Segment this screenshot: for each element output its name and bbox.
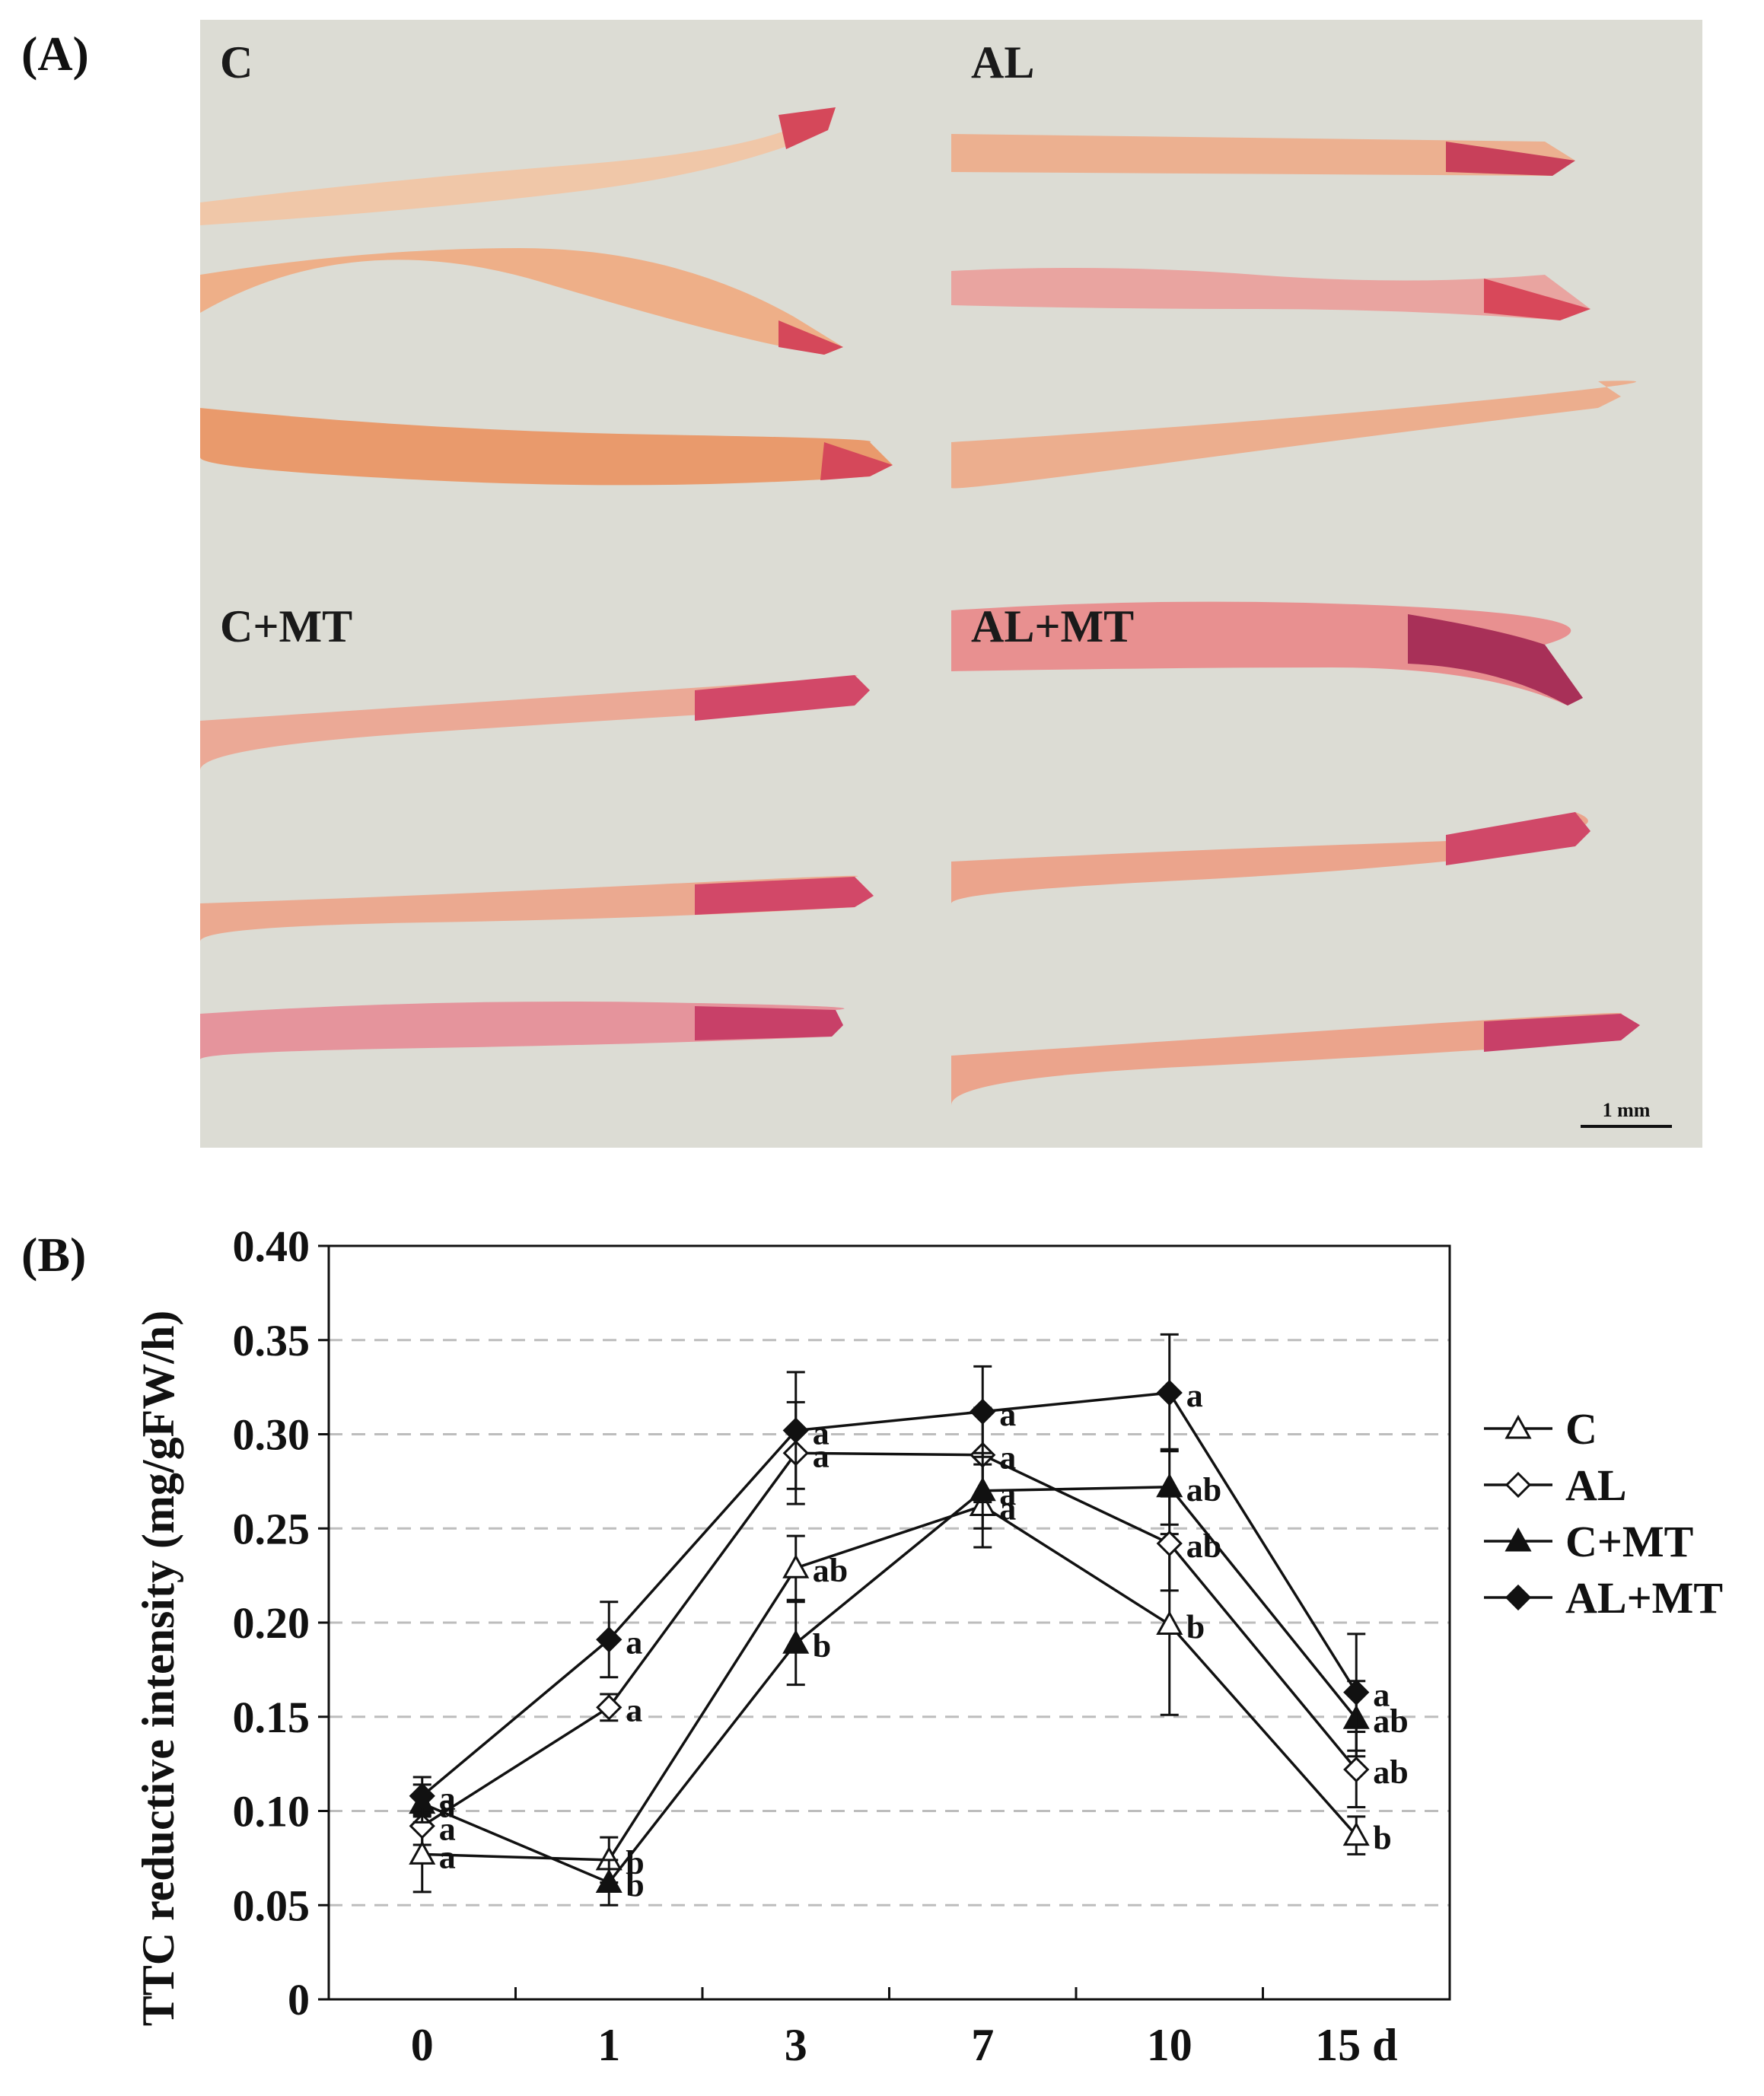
significance-label: ab xyxy=(1373,1754,1408,1791)
y-tick-label: 0.10 xyxy=(233,1787,310,1836)
significance-label: a xyxy=(439,1780,456,1817)
data-point xyxy=(1156,1610,1183,1635)
y-tick-label: 0.05 xyxy=(233,1881,310,1930)
legend-entry: AL+MT xyxy=(1480,1569,1723,1626)
data-point xyxy=(782,1554,810,1578)
photo-label: C xyxy=(220,37,253,88)
series-line xyxy=(422,1486,1358,1884)
data-point xyxy=(1343,1679,1370,1706)
legend-marker xyxy=(1504,1471,1532,1499)
root-illustration xyxy=(951,601,1640,1105)
root-illustration xyxy=(951,134,1636,489)
legend-entry: AL xyxy=(1480,1457,1723,1513)
significance-label: a xyxy=(439,1838,456,1875)
significance-label: a xyxy=(439,1810,456,1847)
legend-entry: C xyxy=(1480,1400,1723,1457)
y-tick-label: 0 xyxy=(288,1975,310,2024)
data-point xyxy=(596,1626,622,1653)
series-line xyxy=(421,1451,1358,1827)
y-tick-label: 0.25 xyxy=(233,1504,310,1553)
significance-label: a xyxy=(626,1691,642,1728)
data-point xyxy=(1156,1473,1183,1498)
legend-swatch xyxy=(1484,1584,1552,1611)
x-tick-label: 7 xyxy=(971,2020,994,2070)
significance-label: ab xyxy=(1373,1703,1408,1740)
legend-swatch xyxy=(1484,1471,1552,1499)
root-illustration xyxy=(200,675,874,1059)
x-tick-label: 10 xyxy=(1147,2020,1192,2070)
data-point xyxy=(409,1782,435,1809)
x-tick-label: 3 xyxy=(785,2020,807,2070)
scale-bar-line xyxy=(1581,1125,1672,1128)
scale-bar-label: 1 mm xyxy=(1602,1099,1651,1121)
root-illustration xyxy=(200,107,893,486)
y-tick-label: 0.20 xyxy=(233,1598,310,1648)
legend-label: C xyxy=(1565,1403,1597,1454)
photo-label: C+MT xyxy=(220,601,353,651)
legend-swatch xyxy=(1484,1414,1552,1439)
data-point xyxy=(1156,1379,1183,1406)
significance-label: ab xyxy=(1186,1471,1221,1508)
legend-label: AL+MT xyxy=(1565,1572,1724,1623)
significance-label: a xyxy=(813,1437,829,1474)
photo-panel-al: AL xyxy=(951,20,1702,584)
y-tick-label: 0.40 xyxy=(233,1222,310,1271)
significance-label: a xyxy=(999,1396,1016,1433)
y-tick-label: 0.35 xyxy=(233,1316,310,1365)
x-tick-label: 1 xyxy=(597,2020,620,2070)
chart-legend: C AL C+MT AL+MT xyxy=(1480,1400,1723,1626)
y-axis-label: TTC reductive intensity (mg/gFW/h) xyxy=(133,1311,183,2027)
photo-label: AL xyxy=(971,37,1035,88)
y-tick-label: 0.15 xyxy=(233,1693,310,1742)
y-tick-label: 0.30 xyxy=(233,1410,310,1460)
panel-b-label: (B) xyxy=(21,1228,87,1282)
photo-panel-cmt: C+MT xyxy=(200,584,951,1148)
significance-label: a xyxy=(999,1475,1016,1512)
x-tick-label: 0 xyxy=(411,2020,434,2070)
series-line xyxy=(421,1391,1358,1798)
photo-panel-c: C xyxy=(200,20,951,584)
data-point xyxy=(782,1629,810,1654)
data-point xyxy=(1156,1530,1183,1557)
legend-label: C+MT xyxy=(1565,1516,1694,1566)
significance-label: b xyxy=(813,1627,831,1664)
significance-label: a xyxy=(813,1415,829,1452)
significance-label: a xyxy=(1186,1377,1203,1414)
significance-label: b xyxy=(626,1867,644,1904)
photo-label: AL+MT xyxy=(971,601,1135,651)
legend-entry: C+MT xyxy=(1480,1513,1723,1569)
data-point xyxy=(1343,1756,1370,1783)
significance-label: a xyxy=(999,1490,1016,1527)
data-point xyxy=(596,1694,622,1721)
x-tick-label: 15 d xyxy=(1315,2020,1397,2070)
series-line xyxy=(422,1504,1358,1862)
significance-label: a xyxy=(626,1623,642,1661)
significance-label: a xyxy=(999,1439,1016,1476)
line-chart: 0 0.05 0.10 0.15 0.20 0.25 0.30 0.35 0.40 0 1 3 7 10 1… xyxy=(133,1222,1451,2070)
significance-label: a xyxy=(1373,1677,1390,1714)
photo-panel-almt: AL+MT 1 mm xyxy=(951,584,1702,1148)
significance-label: ab xyxy=(813,1552,848,1589)
data-point xyxy=(409,1840,436,1865)
legend-marker xyxy=(1504,1527,1532,1552)
significance-label: a xyxy=(439,1788,456,1825)
panel-a-label: (A) xyxy=(21,27,89,81)
data-point xyxy=(595,1868,622,1894)
data-point xyxy=(969,1476,996,1502)
legend-swatch xyxy=(1484,1527,1552,1552)
legend-label: AL xyxy=(1565,1460,1627,1510)
data-point xyxy=(782,1417,809,1444)
scale-bar: 1 mm xyxy=(1581,1099,1672,1128)
data-point xyxy=(1342,1821,1370,1846)
root-photo-grid: C AL C+MT AL+MT xyxy=(200,20,1702,1148)
legend-marker xyxy=(1504,1584,1532,1611)
legend-marker xyxy=(1504,1414,1532,1439)
data-point xyxy=(970,1398,996,1425)
significance-label: b xyxy=(1373,1820,1391,1857)
significance-label: b xyxy=(1186,1608,1205,1645)
